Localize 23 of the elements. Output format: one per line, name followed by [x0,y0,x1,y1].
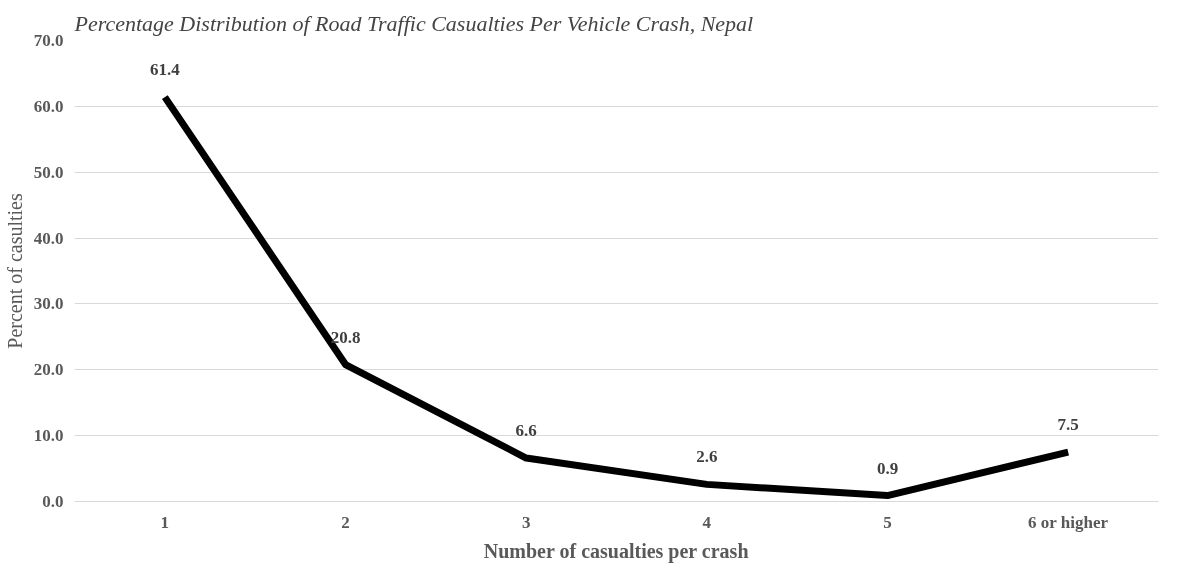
y-tick-label: 40.0 [33,228,64,248]
y-tick-label: 10.0 [33,426,64,446]
x-tick-label: 4 [702,512,712,532]
y-axis-title: Percent of casulties [3,193,26,349]
data-label: 2.6 [696,447,718,467]
data-label: 7.5 [1057,415,1079,435]
data-label: 61.4 [149,60,181,80]
x-axis-title: Number of casualties per crash [483,539,749,563]
x-tick-label: 2 [341,512,350,532]
y-tick-label: 60.0 [33,96,64,116]
chart-title: Percentage Distribution of Road Traffic Casualties Per Vehicle Crash, Nepal [73,10,754,36]
y-tick-label: 70.0 [33,31,64,50]
x-tick-label: 3 [521,512,531,532]
y-tick-label: 0.0 [42,492,64,511]
data-label: 20.8 [330,327,361,347]
x-tick-label: 1 [160,512,170,532]
y-tick-label: 50.0 [33,162,64,182]
data-label: 6.6 [515,421,537,441]
data-label: 0.9 [876,458,899,478]
x-tick-label: 5 [883,512,892,532]
y-tick-label: 20.0 [33,360,64,380]
x-tick-label: 6 or higher [1028,512,1109,532]
y-tick-label: 30.0 [33,294,64,314]
